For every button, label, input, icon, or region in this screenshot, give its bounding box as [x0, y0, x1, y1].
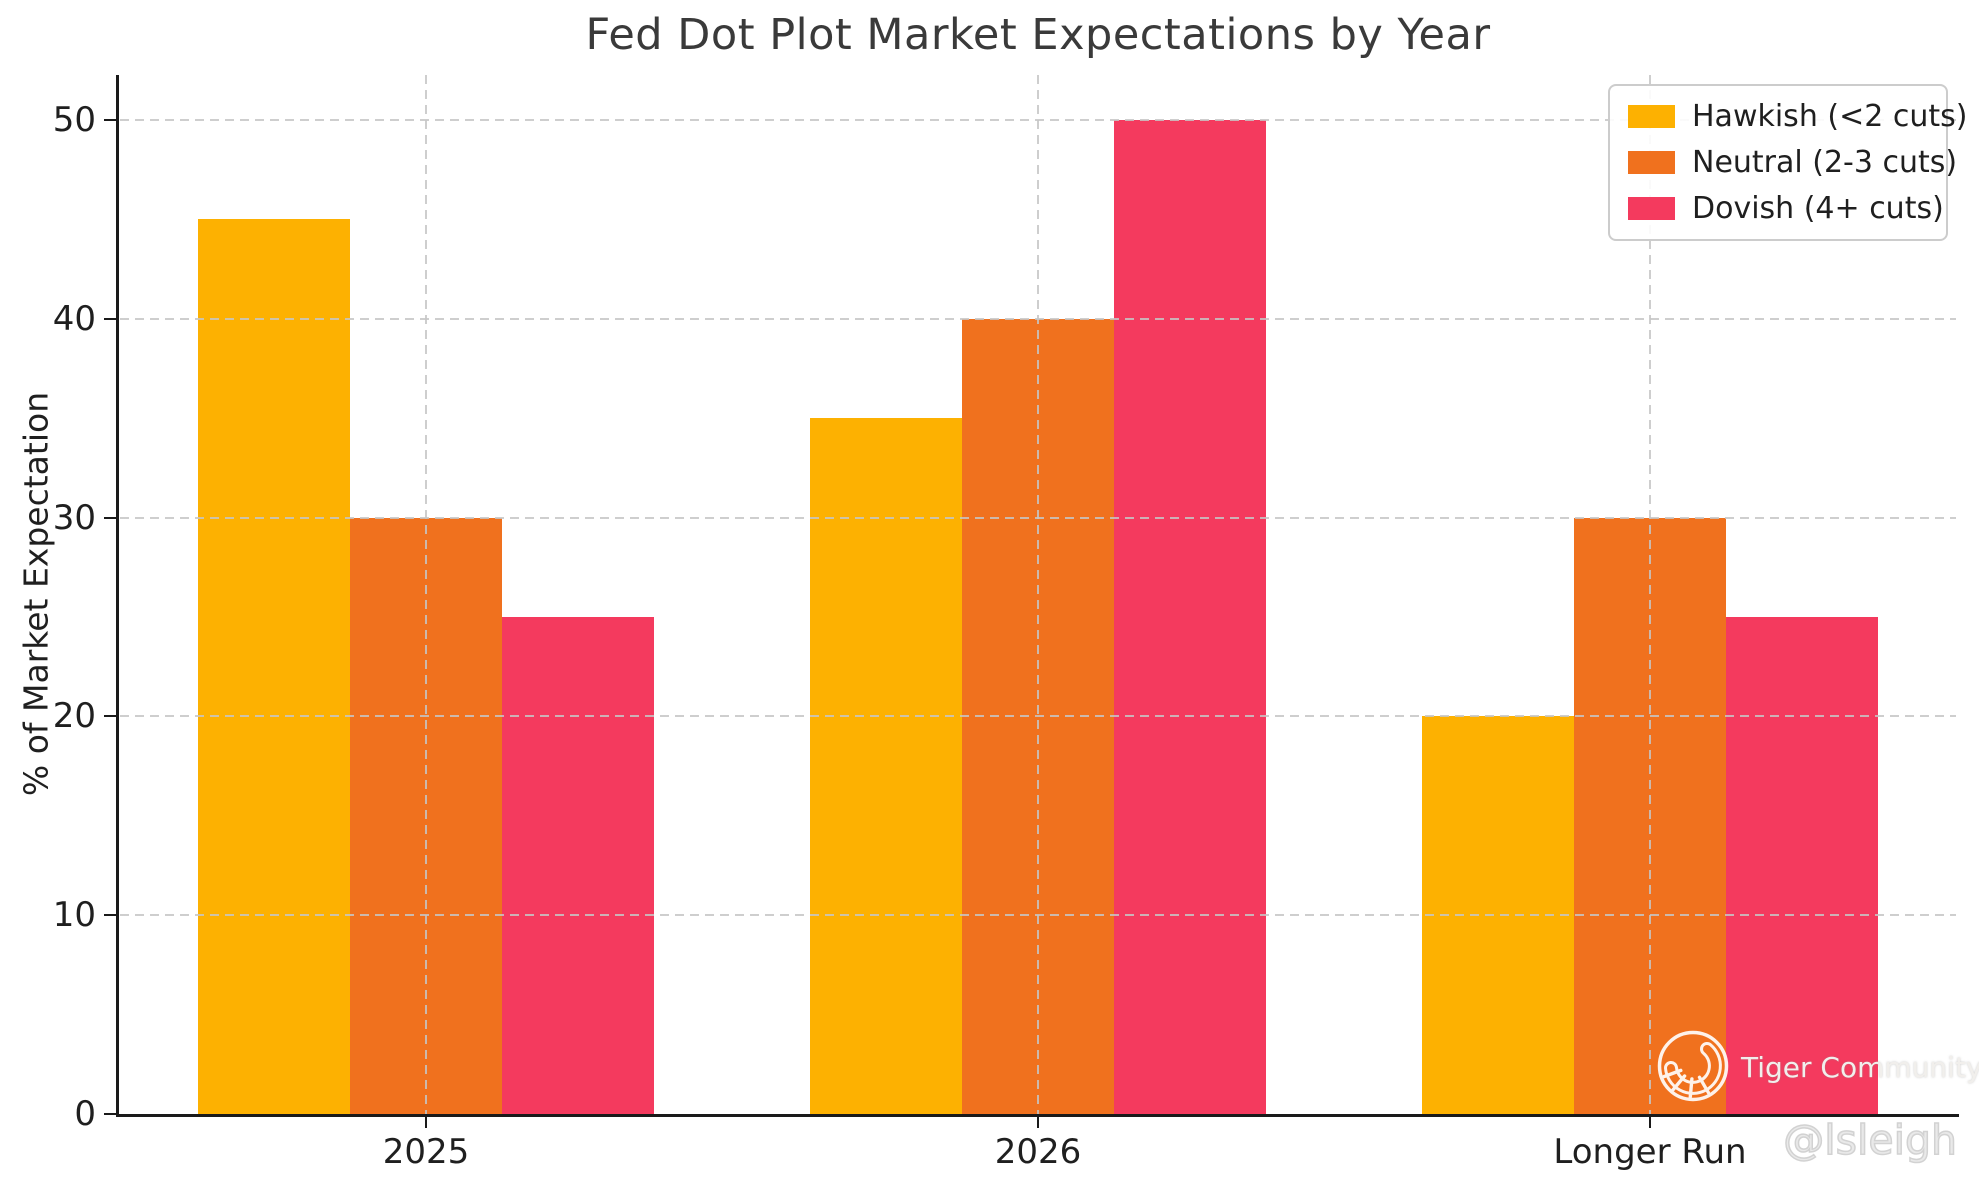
gridline-x-2025 [425, 75, 427, 1114]
bar-2026-dovish [1114, 120, 1266, 1114]
gridline-x-longer-run [1649, 75, 1651, 1114]
x-tick-label-longer-run: Longer Run [1553, 1132, 1747, 1172]
y-tick-40 [104, 317, 116, 320]
legend-swatch-neutral-icon [1628, 151, 1675, 174]
y-axis-spine [116, 75, 119, 1117]
x-axis-spine [116, 1114, 1959, 1117]
y-tick-50 [104, 119, 116, 121]
x-tick-longer-run [1649, 1117, 1651, 1128]
y-tick-30 [104, 516, 116, 519]
y-tick-label-50: 50 [52, 100, 96, 140]
x-tick-label-2026: 2026 [994, 1132, 1082, 1172]
legend-swatch-dovish-icon [1628, 197, 1675, 220]
bar-2025-dovish [502, 617, 654, 1114]
watermark-brand: Tiger Community [1741, 1051, 1979, 1084]
x-tick-label-2025: 2025 [382, 1132, 470, 1172]
legend: Hawkish (<2 cuts) Neutral (2-3 cuts) Dov… [1608, 84, 1967, 241]
bar-2026-hawkish [810, 418, 962, 1114]
y-tick-0 [104, 1113, 116, 1115]
legend-item-hawkish: Hawkish (<2 cuts) [1628, 99, 1967, 134]
legend-item-neutral: Neutral (2-3 cuts) [1628, 145, 1957, 180]
y-tick-label-30: 30 [52, 497, 96, 538]
y-tick-10 [104, 914, 116, 917]
legend-item-dovish: Dovish (4+ cuts) [1628, 191, 1944, 226]
y-tick-label-40: 40 [52, 298, 96, 339]
gridline-x-2026 [1037, 75, 1039, 1114]
legend-swatch-hawkish-icon [1628, 105, 1675, 128]
y-tick-label-0: 0 [74, 1094, 96, 1134]
watermark-handle: @lsleigh [1782, 1115, 1957, 1165]
y-tick-20 [104, 715, 116, 718]
bar-longer-run-dovish [1726, 617, 1878, 1114]
legend-label: Hawkish (<2 cuts) [1692, 99, 1968, 134]
legend-label: Neutral (2-3 cuts) [1692, 145, 1958, 180]
bar-2025-hawkish [198, 219, 350, 1114]
legend-label: Dovish (4+ cuts) [1692, 191, 1944, 226]
x-tick-2026 [1037, 1117, 1039, 1128]
y-tick-label-10: 10 [52, 895, 96, 936]
x-tick-2025 [425, 1117, 427, 1128]
y-tick-label-20: 20 [52, 696, 96, 737]
chart-title: Fed Dot Plot Market Expectations by Year [585, 10, 1491, 60]
tiger-logo-icon [1638, 1011, 1748, 1121]
